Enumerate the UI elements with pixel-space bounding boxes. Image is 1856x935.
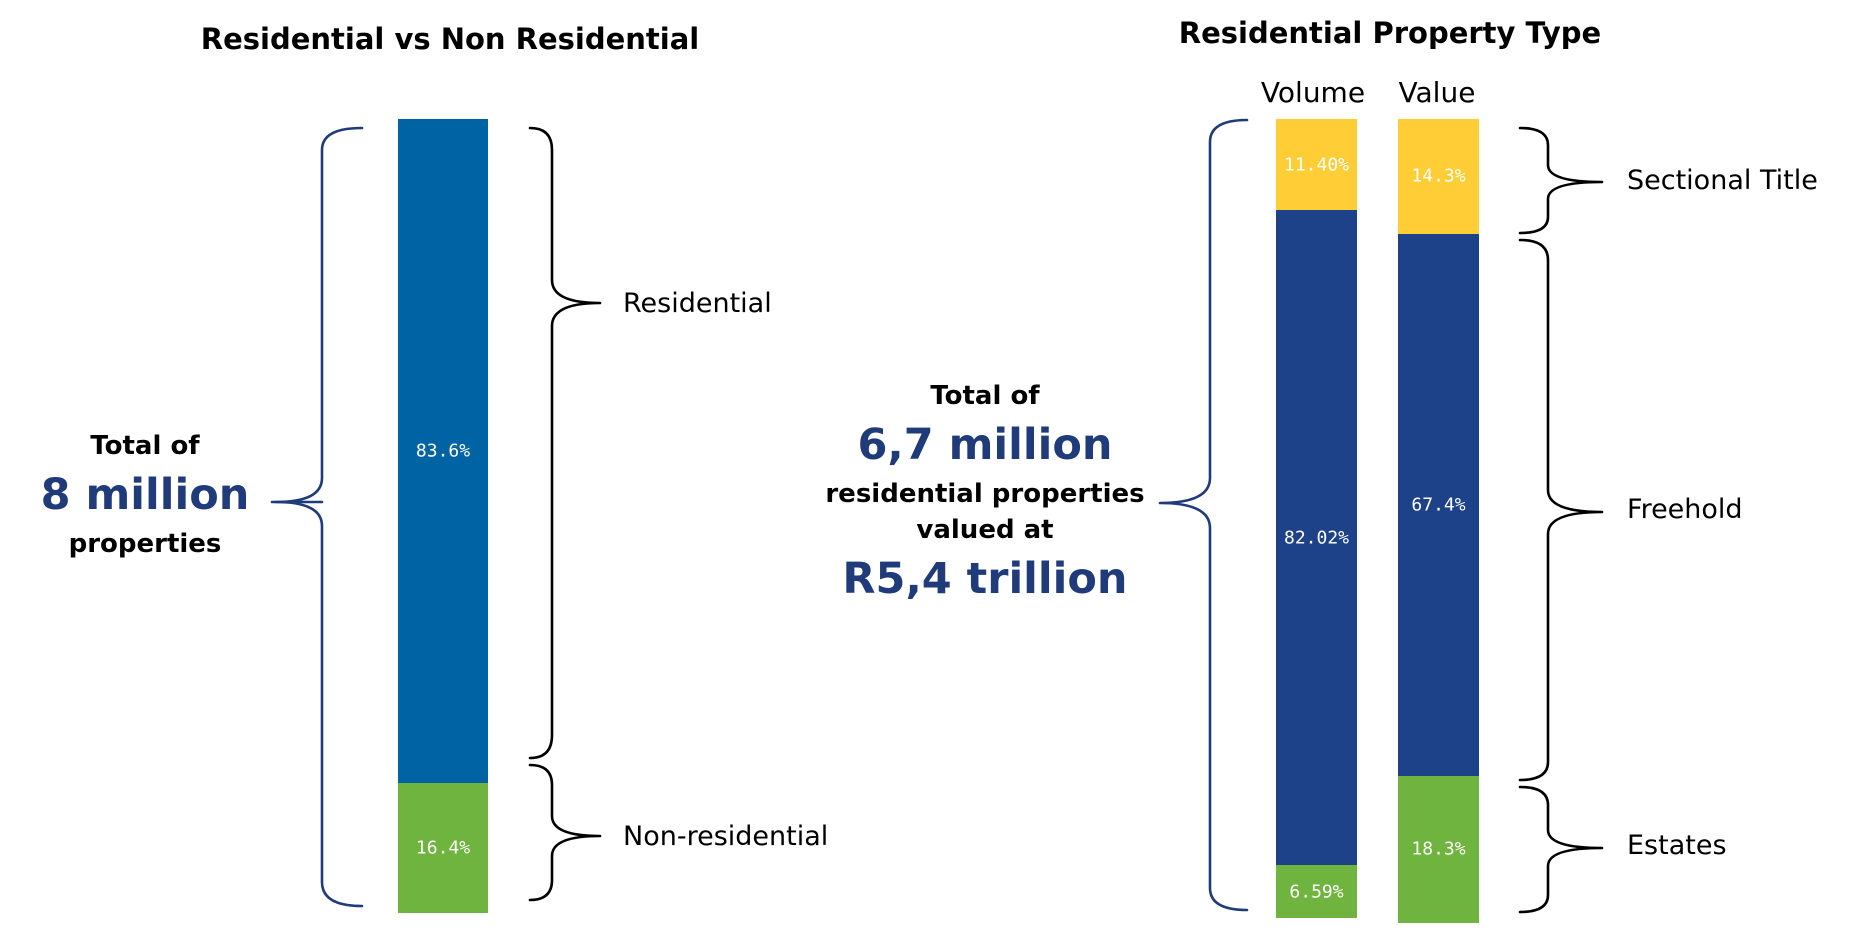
label-residential: Residential xyxy=(623,288,772,319)
freehold-brace xyxy=(1518,238,1604,782)
right-total-mid2: valued at xyxy=(916,515,1054,545)
bar-volume-freehold-value-label: 82.02% xyxy=(1283,527,1350,549)
bar-value-freehold-segment: 67.4% xyxy=(1398,233,1479,776)
left-bar-residential-segment: 83.6% xyxy=(398,119,488,783)
estates-brace xyxy=(1518,785,1604,914)
column-header-volume: Volume xyxy=(1260,76,1366,109)
bar-volume: 11.40% 82.02% 6.59% xyxy=(1276,119,1357,918)
bar-volume-sectional-title-segment: 11.40% xyxy=(1276,119,1357,211)
bar-volume-sectional-title-value-label: 11.40% xyxy=(1283,154,1350,176)
right-chart-title: Residential Property Type xyxy=(1178,16,1602,50)
sectional-title-brace xyxy=(1518,126,1604,235)
bar-value-estates-value-label: 18.3% xyxy=(1411,838,1466,860)
bar-volume-freehold-segment: 82.02% xyxy=(1276,210,1357,866)
left-bar-residential-value-label: 83.6% xyxy=(415,440,471,462)
right-total-mid1: residential properties xyxy=(825,479,1145,509)
left-total-prefix: Total of xyxy=(90,431,200,461)
bar-volume-estates-segment: 6.59% xyxy=(1276,865,1357,918)
right-total-volume: 6,7 million xyxy=(857,420,1113,470)
bar-value-sectional-title-segment: 14.3% xyxy=(1398,119,1479,234)
left-chart-title: Residential vs Non Residential xyxy=(200,22,700,56)
label-sectional-title: Sectional Title xyxy=(1627,165,1818,196)
bar-value-estates-segment: 18.3% xyxy=(1398,775,1479,923)
bar-value: 14.3% 67.4% 18.3% xyxy=(1398,119,1479,923)
left-total-brace xyxy=(274,126,364,908)
right-total-brace xyxy=(1158,118,1249,912)
label-freehold: Freehold xyxy=(1627,494,1743,525)
label-non-residential: Non-residential xyxy=(623,821,829,852)
column-header-value: Value xyxy=(1398,76,1476,109)
right-total-prefix: Total of xyxy=(930,381,1040,411)
bar-value-freehold-value-label: 67.4% xyxy=(1411,494,1466,516)
label-estates: Estates xyxy=(1627,830,1727,861)
non-residential-brace xyxy=(528,763,602,902)
left-total-block: Total of 8 million properties xyxy=(40,428,250,562)
left-total-suffix: properties xyxy=(68,529,222,559)
bar-volume-estates-value-label: 6.59% xyxy=(1289,881,1344,903)
bar-residential-split: 83.6% 16.4% xyxy=(398,119,488,913)
residential-brace xyxy=(528,126,602,760)
left-bar-non-residential-segment: 16.4% xyxy=(398,782,488,913)
right-total-value: R5,4 trillion xyxy=(842,554,1128,604)
left-bar-non-residential-value-label: 16.4% xyxy=(415,837,471,859)
right-total-block: Total of 6,7 million residential propert… xyxy=(810,378,1160,610)
bar-value-sectional-title-value-label: 14.3% xyxy=(1411,165,1466,187)
left-total-value: 8 million xyxy=(40,470,250,520)
